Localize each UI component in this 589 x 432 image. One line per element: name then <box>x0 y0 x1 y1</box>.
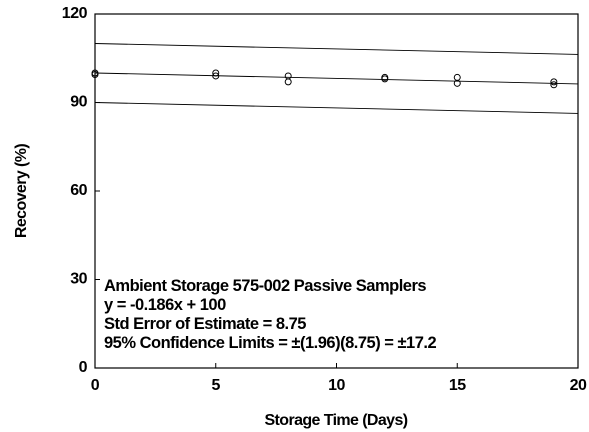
data-point <box>453 79 461 87</box>
data-point <box>381 75 389 83</box>
y-tick-label: 120 <box>62 5 88 22</box>
x-tick-label: 20 <box>570 377 587 394</box>
fit-line <box>94 72 579 85</box>
x-tick-label: 10 <box>328 377 345 394</box>
x-tick-label: 0 <box>91 377 100 394</box>
data-point <box>91 70 99 78</box>
x-tick-label: 5 <box>212 377 221 394</box>
data-point <box>212 69 220 77</box>
data-point <box>284 72 292 80</box>
data-point <box>550 78 558 86</box>
y-tick-label: 60 <box>70 182 87 199</box>
data-point <box>284 78 292 86</box>
x-axis-title: Storage Time (Days) <box>264 412 407 429</box>
fit-line <box>94 102 579 114</box>
x-tick-label: 15 <box>449 377 466 394</box>
annotation: Ambient Storage 575-002 Passive Samplers <box>104 277 426 295</box>
y-tick-label: 90 <box>70 94 87 111</box>
data-point <box>550 81 558 89</box>
data-point <box>453 73 461 81</box>
y-tick-label: 0 <box>79 359 88 376</box>
data-point <box>212 72 220 80</box>
fit-line <box>94 43 579 55</box>
y-axis-title: Recovery (%) <box>13 144 30 238</box>
annotation: Std Error of Estimate = 8.75 <box>104 315 306 333</box>
y-tick-label: 30 <box>70 271 87 288</box>
annotation: 95% Confidence Limits = ±(1.96)(8.75) = … <box>104 334 436 352</box>
annotation: y = -0.186x + 100 <box>104 296 226 314</box>
